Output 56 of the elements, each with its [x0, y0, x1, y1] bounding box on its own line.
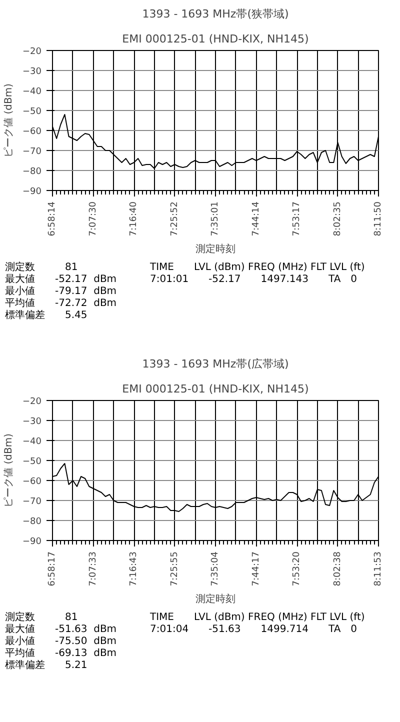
chart-subtitle: EMI 000125-01 (HND-KIX, NH145): [122, 32, 309, 46]
x-axis-title: 測定時刻: [196, 243, 236, 256]
x-tick-label: 7:07:30: [88, 201, 98, 236]
chart-subtitle: EMI 000125-01 (HND-KIX, NH145): [122, 382, 309, 396]
y-tick-label: −60: [22, 477, 42, 487]
text: 標準偏差 5.21: [5, 660, 88, 671]
text: 最大値 -51.63 dBm: [5, 624, 117, 635]
chart-title: 1393 - 1693 MHz帯(狭帯域): [142, 8, 289, 20]
y-axis-title: ピーク値 (dBm): [2, 83, 15, 158]
x-tick-label: 7:35:04: [210, 551, 220, 586]
text: TIME LVL (dBm) FREQ (MHz) FLT LVL (ft): [150, 612, 365, 623]
x-tick-label: 7:44:14: [251, 201, 262, 236]
x-tick-label: 8:02:35: [332, 201, 343, 236]
x-tick-label: 7:35:01: [210, 201, 220, 236]
x-tick-label: 6:58:17: [48, 551, 58, 586]
x-tick-label: 8:02:38: [332, 551, 343, 586]
x-axis-title: 測定時刻: [196, 593, 236, 606]
text: 標準偏差 5.45: [5, 310, 88, 321]
y-tick-label: −80: [22, 517, 42, 527]
x-tick-label: 7:07:33: [88, 551, 98, 586]
x-tick-label: 7:53:17: [292, 201, 302, 236]
y-tick-label: −40: [22, 437, 42, 447]
x-tick-label: 8:11:50: [374, 201, 384, 236]
y-tick-label: −70: [22, 497, 42, 507]
x-tick-label: 7:16:43: [129, 551, 139, 586]
y-tick-label: −30: [22, 417, 42, 427]
text: TIME LVL (dBm) FREQ (MHz) FLT LVL (ft): [150, 262, 365, 273]
chart-title: 1393 - 1693 MHz帯(広帯域): [142, 358, 289, 370]
y-tick-label: −80: [22, 167, 42, 177]
x-tick-label: 7:25:52: [170, 201, 180, 236]
y-tick-label: −20: [22, 47, 42, 57]
y-tick-label: −70: [22, 147, 42, 157]
y-tick-label: −40: [22, 87, 42, 97]
text: 7:01:04 -51.63 1499.714 TA 0: [150, 624, 358, 635]
x-tick-label: 8:11:53: [374, 551, 384, 586]
text: 7:01:01 -52.17 1497.143 TA 0: [150, 274, 358, 285]
y-axis-title: ピーク値 (dBm): [2, 433, 15, 508]
x-tick-label: 7:25:55: [170, 551, 180, 586]
x-tick-label: 7:53:20: [292, 551, 302, 586]
y-tick-label: −90: [22, 537, 42, 547]
x-tick-label: 7:16:40: [129, 201, 139, 236]
text: 平均値 -72.72 dBm: [5, 298, 117, 309]
text: 測定数 81: [5, 262, 78, 273]
text: 最小値 -75.50 dBm: [5, 636, 117, 647]
y-tick-label: −90: [22, 187, 42, 197]
x-tick-label: 6:58:14: [48, 201, 58, 236]
text: 平均値 -69.13 dBm: [5, 648, 117, 659]
text: 最大値 -52.17 dBm: [5, 274, 117, 285]
y-tick-label: −50: [22, 107, 42, 117]
text: 最小値 -79.17 dBm: [5, 286, 117, 297]
y-tick-label: −60: [22, 127, 42, 137]
y-tick-label: −20: [22, 397, 42, 407]
y-tick-label: −50: [22, 457, 42, 467]
x-tick-label: 7:44:17: [251, 551, 262, 586]
y-tick-label: −30: [22, 67, 42, 77]
text: 測定数 81: [5, 612, 78, 623]
